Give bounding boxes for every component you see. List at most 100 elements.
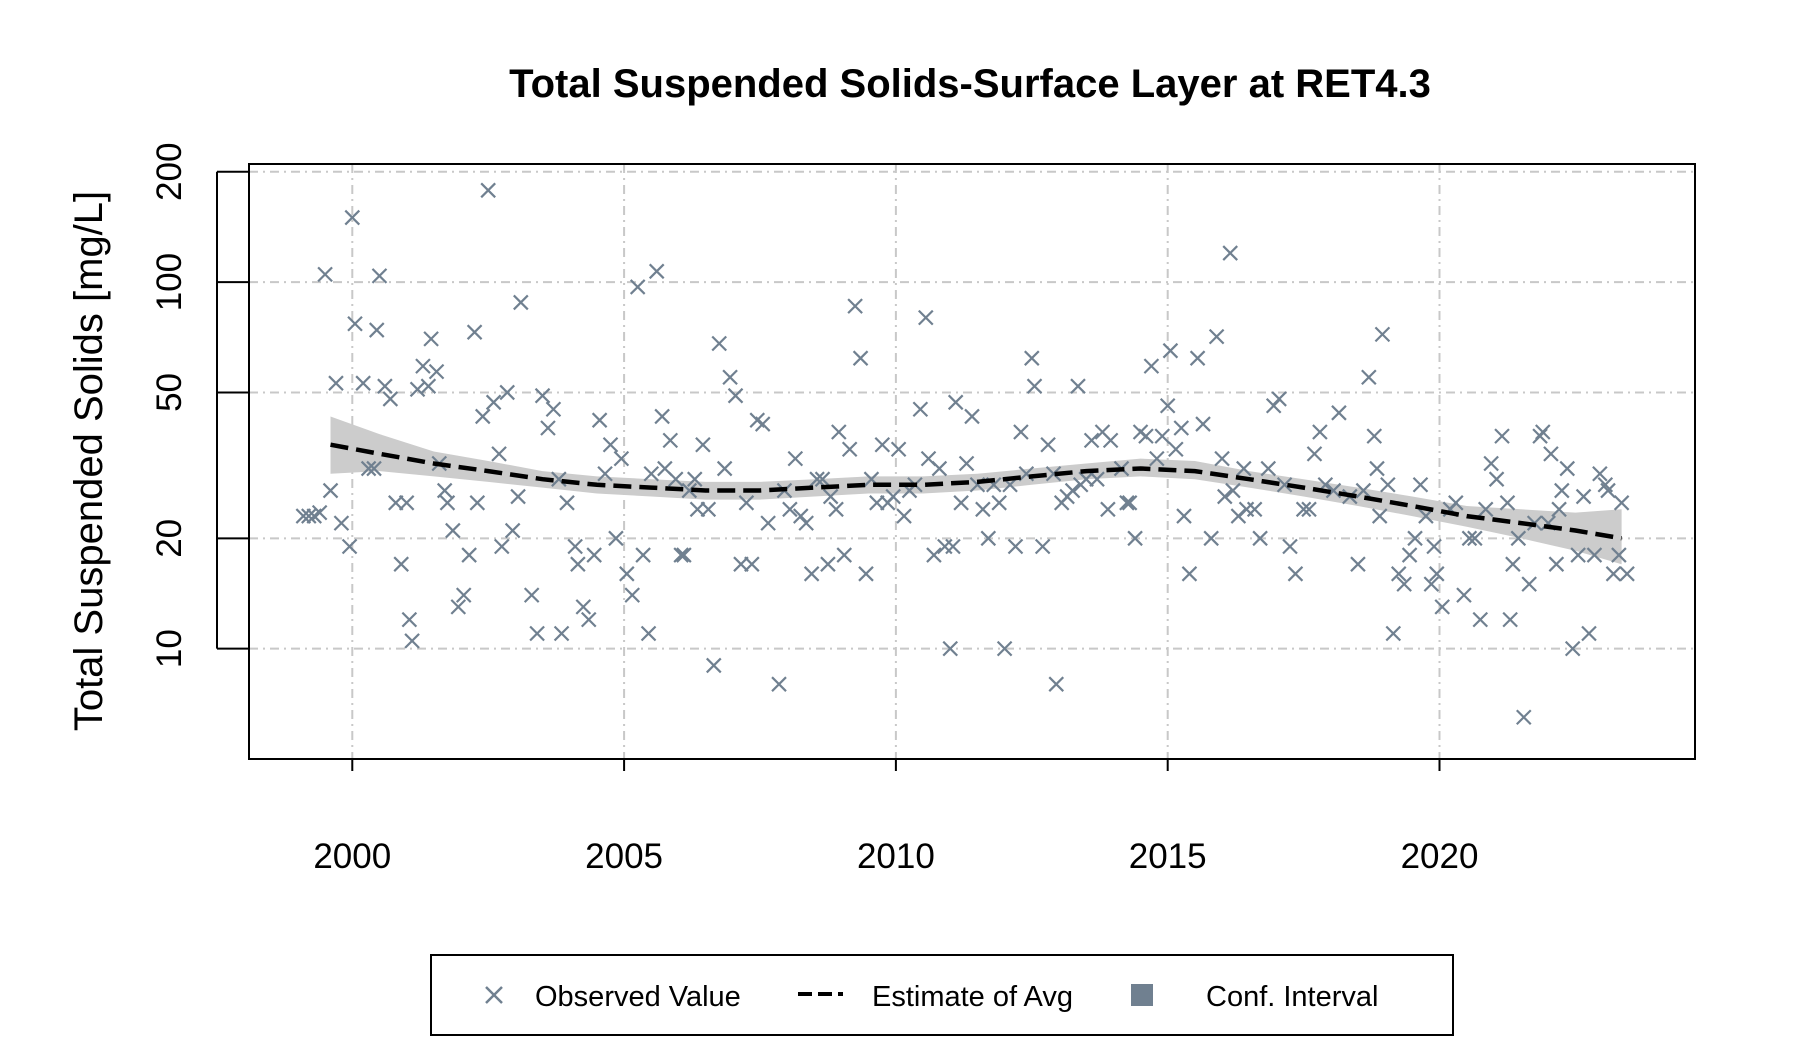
observed-point xyxy=(836,547,853,563)
observed-point xyxy=(1331,405,1347,421)
observed-point xyxy=(942,640,959,657)
observed-point xyxy=(317,266,333,283)
legend-label-estimate: Estimate of Avg xyxy=(872,981,1073,1013)
observed-point xyxy=(700,501,717,518)
observed-point xyxy=(676,547,692,563)
observed-point xyxy=(1312,424,1328,440)
y-tick-label: 200 xyxy=(150,143,189,201)
observed-point xyxy=(1064,482,1081,499)
observed-point xyxy=(360,460,377,477)
observed-point xyxy=(760,515,776,531)
observed-point xyxy=(792,508,809,524)
observed-point xyxy=(499,384,515,401)
observed-point xyxy=(1499,495,1516,511)
observed-point xyxy=(540,420,556,436)
observed-point xyxy=(874,436,891,453)
x-tick-label: 2010 xyxy=(857,837,935,876)
observed-point xyxy=(619,566,635,582)
y-tick-label: 20 xyxy=(150,519,189,558)
observed-point xyxy=(580,611,597,628)
observed-point xyxy=(1581,625,1597,642)
observed-point xyxy=(1246,501,1263,518)
observed-point xyxy=(513,294,529,311)
observed-point xyxy=(1434,599,1450,615)
observed-point xyxy=(409,381,426,398)
observed-point xyxy=(1600,482,1616,499)
observed-point xyxy=(534,387,551,404)
observed-point xyxy=(1554,482,1570,499)
observed-point xyxy=(1510,530,1527,547)
observed-point xyxy=(1189,350,1206,366)
observed-point xyxy=(1236,460,1252,477)
observed-point xyxy=(1407,530,1423,547)
legend-label-observed: Observed Value xyxy=(535,981,741,1013)
observed-point xyxy=(681,482,698,499)
observed-point xyxy=(822,488,839,505)
y-tick-label: 50 xyxy=(150,373,189,412)
observed-point xyxy=(1181,566,1198,582)
observed-point xyxy=(1252,530,1268,547)
observed-point xyxy=(803,566,820,582)
observed-point xyxy=(1127,530,1143,547)
observed-point xyxy=(643,465,660,482)
observed-point xyxy=(1154,428,1171,444)
observed-point xyxy=(654,408,670,425)
observed-point xyxy=(1477,501,1494,518)
observed-points xyxy=(295,182,1635,726)
legend-box xyxy=(430,954,1454,1036)
observed-point xyxy=(491,446,507,462)
observed-point xyxy=(455,587,472,603)
x-tick-label: 2020 xyxy=(1401,837,1479,876)
observed-point xyxy=(1412,476,1429,493)
observed-point xyxy=(1575,488,1592,505)
observed-point xyxy=(1203,530,1219,547)
x-tick-label: 2000 xyxy=(313,837,391,876)
observed-point xyxy=(1070,378,1086,394)
observed-point xyxy=(624,587,641,603)
observed-point xyxy=(1613,495,1630,511)
confidence-band xyxy=(330,416,1622,565)
observed-point xyxy=(1013,424,1029,440)
observed-point xyxy=(847,298,863,314)
observed-point xyxy=(1287,566,1304,582)
observed-point xyxy=(754,416,771,432)
observed-point xyxy=(1429,566,1445,582)
observed-point xyxy=(1380,476,1396,493)
plot-frame xyxy=(248,163,1696,760)
observed-point xyxy=(1100,501,1116,518)
observed-point xyxy=(344,209,361,226)
observed-point xyxy=(1350,556,1366,572)
observed-point xyxy=(1159,397,1176,414)
observed-point xyxy=(494,538,510,555)
observed-point xyxy=(635,547,651,563)
observed-point xyxy=(820,556,836,572)
observed-point xyxy=(1034,538,1051,555)
observed-point xyxy=(1401,547,1418,563)
observed-point xyxy=(1195,416,1211,432)
observed-point xyxy=(1102,432,1119,449)
observed-point xyxy=(428,363,445,380)
observed-point xyxy=(393,556,409,572)
observed-point xyxy=(782,501,798,518)
observed-point xyxy=(1260,460,1277,477)
observed-point xyxy=(1121,495,1138,511)
observed-point xyxy=(1543,446,1559,462)
observed-point xyxy=(559,495,575,511)
observed-point xyxy=(1461,530,1478,547)
observed-point xyxy=(1045,465,1062,482)
observed-point xyxy=(1301,501,1317,518)
observed-point xyxy=(931,460,948,477)
x-tick-label: 2005 xyxy=(585,837,663,876)
observed-point xyxy=(1024,350,1040,366)
observed-point xyxy=(613,450,630,467)
observed-point xyxy=(953,495,969,511)
observed-point xyxy=(1208,328,1225,345)
observed-point xyxy=(301,508,317,524)
observed-point xyxy=(1026,378,1043,394)
estimate-line xyxy=(330,442,1622,541)
observed-point xyxy=(1222,245,1238,261)
observed-point xyxy=(504,522,521,539)
observed-point xyxy=(341,538,358,555)
observed-point xyxy=(980,530,997,547)
